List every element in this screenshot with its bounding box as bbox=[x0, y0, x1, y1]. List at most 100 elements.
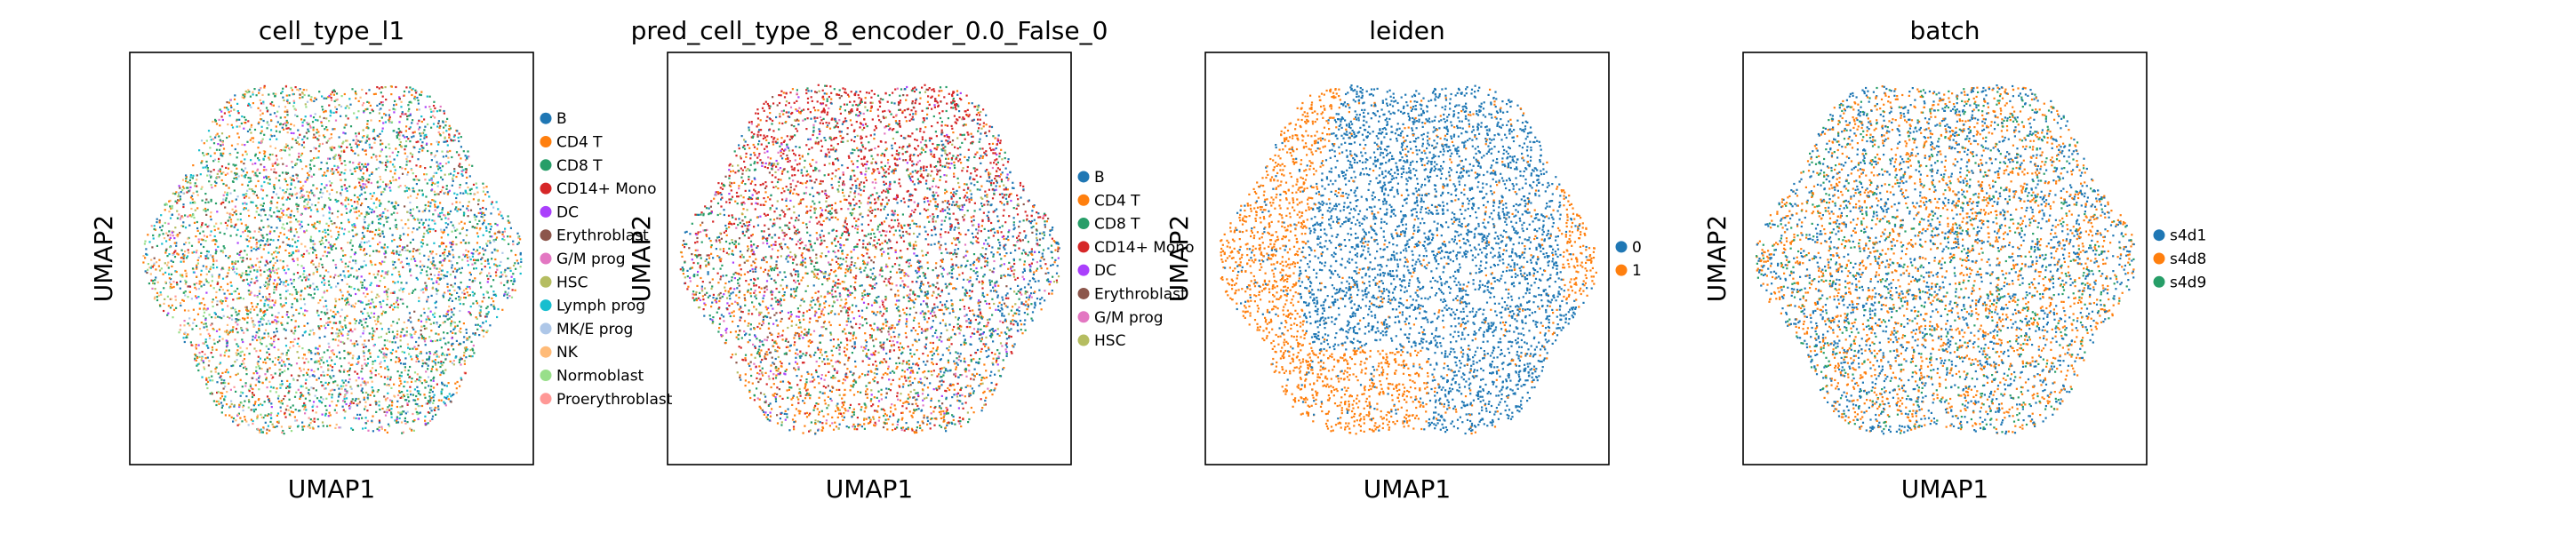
scatter-point bbox=[228, 355, 230, 358]
scatter-point bbox=[415, 410, 418, 414]
scatter-point bbox=[332, 349, 334, 352]
scatter-point bbox=[404, 205, 406, 208]
scatter-point bbox=[436, 161, 438, 163]
scatter-point bbox=[317, 201, 320, 204]
scatter-point bbox=[423, 394, 426, 396]
scatter-point bbox=[280, 281, 283, 283]
scatter-point bbox=[153, 262, 156, 265]
scatter-point bbox=[374, 400, 377, 403]
scatter-point bbox=[167, 312, 170, 314]
scatter-point bbox=[414, 408, 417, 410]
scatter-point bbox=[369, 283, 372, 287]
scatter-point bbox=[285, 119, 288, 123]
scatter-point bbox=[233, 98, 236, 100]
scatter-point bbox=[166, 255, 169, 258]
scatter-point bbox=[444, 191, 447, 195]
scatter-point bbox=[316, 128, 318, 131]
scatter-point bbox=[404, 223, 407, 226]
scatter-point bbox=[396, 416, 398, 418]
scatter-point bbox=[218, 402, 220, 405]
scatter-point bbox=[305, 131, 308, 134]
scatter-point bbox=[409, 390, 412, 393]
scatter-point bbox=[235, 373, 237, 377]
scatter-point bbox=[399, 238, 402, 241]
scatter-point bbox=[270, 129, 273, 131]
scatter-point bbox=[353, 253, 356, 256]
scatter-point bbox=[406, 402, 409, 405]
scatter-point bbox=[385, 354, 388, 356]
scatter-point bbox=[230, 400, 233, 402]
scatter-point bbox=[192, 174, 195, 177]
scatter-point bbox=[489, 223, 492, 226]
scatter-point bbox=[363, 249, 365, 251]
scatter-point bbox=[321, 413, 324, 416]
scatter-point bbox=[308, 207, 310, 210]
scatter-point bbox=[178, 192, 180, 195]
scatter-point bbox=[309, 150, 312, 153]
scatter-point bbox=[451, 242, 453, 244]
scatter-point bbox=[280, 353, 283, 355]
scatter-point bbox=[313, 370, 316, 373]
scatter-point bbox=[441, 242, 444, 244]
scatter-point bbox=[198, 282, 201, 285]
scatter-point bbox=[416, 355, 419, 358]
scatter-point bbox=[394, 419, 396, 422]
scatter-point bbox=[288, 426, 291, 428]
scatter-point bbox=[219, 108, 221, 111]
scatter-point bbox=[276, 206, 278, 209]
scatter-point bbox=[276, 251, 279, 254]
scatter-point bbox=[444, 342, 447, 345]
scatter-point bbox=[485, 330, 488, 334]
scatter-point bbox=[271, 101, 274, 104]
scatter-point bbox=[312, 251, 315, 254]
scatter-point bbox=[356, 413, 359, 416]
scatter-point bbox=[407, 196, 410, 199]
scatter-point bbox=[252, 372, 255, 375]
scatter-point bbox=[308, 424, 311, 426]
scatter-point bbox=[292, 332, 296, 335]
scatter-point bbox=[344, 266, 347, 268]
scatter-point bbox=[462, 303, 465, 306]
scatter-point bbox=[260, 118, 262, 121]
scatter-point bbox=[294, 250, 298, 252]
scatter-point bbox=[264, 150, 267, 153]
scatter-point bbox=[520, 258, 523, 260]
scatter-point bbox=[235, 213, 237, 216]
scatter-point bbox=[277, 338, 280, 340]
scatter-point bbox=[252, 247, 255, 251]
scatter-point bbox=[224, 299, 228, 302]
scatter-point bbox=[296, 174, 299, 177]
scatter-point bbox=[245, 369, 248, 371]
scatter-point bbox=[241, 154, 244, 156]
scatter-point bbox=[226, 224, 228, 227]
scatter-point bbox=[437, 271, 440, 274]
scatter-point bbox=[234, 205, 236, 208]
scatter-point bbox=[456, 291, 459, 294]
scatter-point bbox=[290, 230, 292, 233]
scatter-point bbox=[340, 340, 342, 343]
scatter-point bbox=[259, 357, 261, 360]
scatter-point bbox=[351, 266, 354, 269]
scatter-point bbox=[428, 219, 431, 221]
scatter-point bbox=[466, 176, 468, 179]
scatter-point bbox=[375, 250, 378, 252]
scatter-point bbox=[414, 288, 417, 290]
scatter-point bbox=[341, 326, 344, 329]
scatter-point bbox=[255, 280, 258, 282]
scatter-point bbox=[408, 353, 411, 355]
scatter-point bbox=[357, 198, 361, 201]
scatter-point bbox=[416, 403, 419, 406]
scatter-point bbox=[383, 113, 386, 115]
scatter-point bbox=[212, 348, 214, 351]
scatter-point bbox=[261, 189, 265, 192]
scatter-point bbox=[350, 427, 353, 430]
scatter-point bbox=[442, 294, 444, 297]
scatter-point bbox=[313, 248, 316, 251]
scatter-point bbox=[466, 291, 468, 294]
scatter-point bbox=[219, 124, 221, 127]
scatter-point bbox=[471, 255, 474, 258]
scatter-point bbox=[261, 337, 264, 339]
scatter-point bbox=[380, 161, 382, 164]
scatter-point bbox=[437, 405, 440, 408]
scatter-point bbox=[268, 251, 270, 254]
